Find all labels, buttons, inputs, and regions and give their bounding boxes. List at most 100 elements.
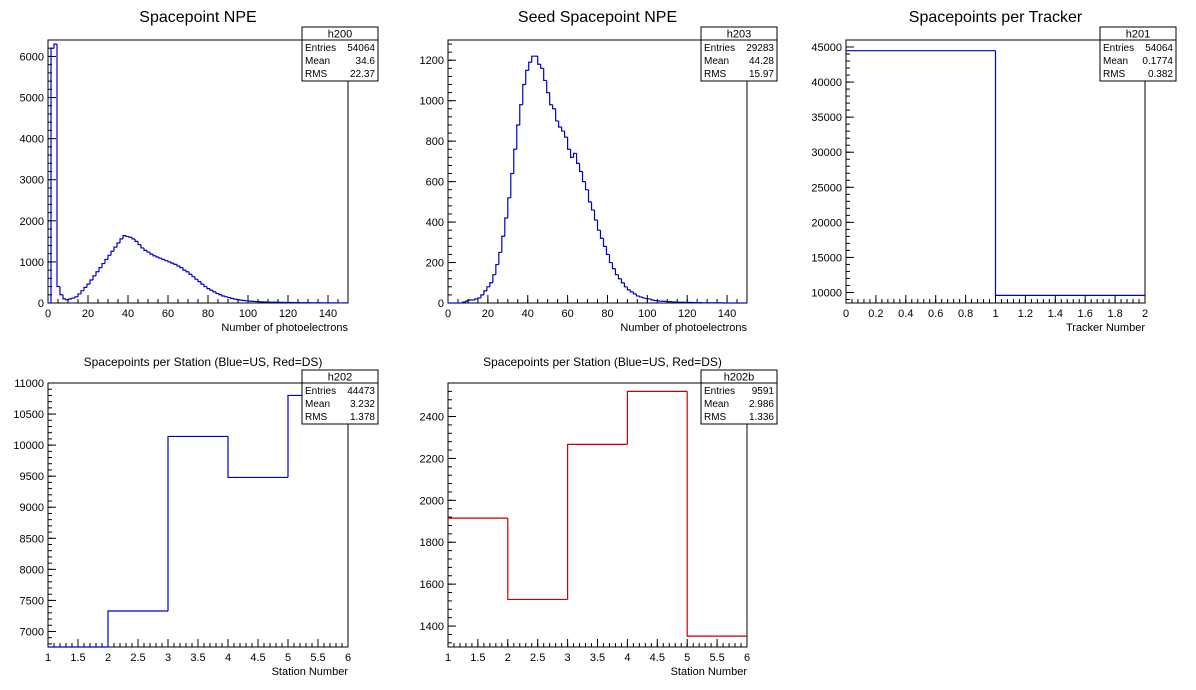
x-tick-label: 80 <box>202 308 214 320</box>
histogram-bin <box>74 296 78 299</box>
histogram-bin <box>131 237 135 240</box>
histogram-bin <box>552 104 556 110</box>
y-tick-label: 200 <box>426 258 444 270</box>
x-tick-label: 5.5 <box>310 652 325 664</box>
histogram-bin <box>128 236 132 238</box>
histogram-bin <box>632 291 637 295</box>
x-tick-label: 4 <box>624 652 630 664</box>
histogram-bin <box>56 44 60 288</box>
histogram-bin <box>152 254 156 257</box>
histogram-bin <box>197 279 201 283</box>
histogram-bin <box>543 68 547 82</box>
histogram-h202b: Spacepoints per Station (Blue=US, Red=DS… <box>420 355 778 678</box>
histogram-bin <box>227 296 231 299</box>
histogram-bin <box>483 290 487 295</box>
histogram-bin <box>686 391 747 637</box>
histogram-bin <box>104 258 108 264</box>
histogram-bin <box>68 298 72 300</box>
stats-value: 29283 <box>746 43 774 54</box>
histogram-bin <box>233 298 237 300</box>
histogram-bin <box>194 276 198 280</box>
y-tick-label: 25000 <box>811 182 842 194</box>
histogram-bin <box>590 201 595 211</box>
histogram-bin <box>146 250 150 253</box>
x-tick-label: 4.5 <box>250 652 265 664</box>
histogram-bin <box>113 246 117 252</box>
x-tick-label: 1.2 <box>1018 308 1033 320</box>
stats-value: 0.382 <box>1148 69 1173 80</box>
stats-key: Entries <box>704 386 735 397</box>
stats-value: 3.232 <box>350 399 375 410</box>
stats-value: 0.1774 <box>1142 56 1173 67</box>
histogram-bin <box>605 246 610 256</box>
histogram-bin <box>86 283 90 288</box>
histogram-bin <box>537 56 541 65</box>
histogram-bin <box>593 209 598 221</box>
histogram-bin <box>626 286 631 291</box>
histogram-bin <box>575 153 580 165</box>
y-tick-label: 0 <box>438 298 444 310</box>
histogram-bin <box>638 295 643 298</box>
y-tick-label: 15000 <box>811 252 842 264</box>
y-tick-label: 5000 <box>20 93 44 105</box>
histogram-bin <box>480 294 484 298</box>
x-axis-label: Number of photoelectrons <box>620 322 747 334</box>
stats-box: h202b Entries 9591 Mean 2.986 RMS 1.336 <box>700 369 778 425</box>
x-tick-label: 0.4 <box>898 308 913 320</box>
y-tick-label: 0 <box>38 298 44 310</box>
y-tick-label: 10000 <box>811 287 842 299</box>
histogram-bin <box>161 258 165 261</box>
histogram-bin <box>80 290 84 294</box>
stats-box: h200 Entries 54064 Mean 34.6 RMS 22.37 <box>301 26 379 82</box>
histogram-bin <box>572 152 577 158</box>
histogram-h203: Seed Spacepoint NPE020040060080010001200… <box>420 9 778 334</box>
y-tick-label: 2200 <box>420 453 444 465</box>
histogram-bin <box>513 148 517 174</box>
x-tick-label: 1.5 <box>70 652 85 664</box>
stats-title: h202 <box>328 372 352 384</box>
stats-value: 1.336 <box>749 412 774 423</box>
x-tick-label: 1.4 <box>1048 308 1063 320</box>
y-tick-label: 6000 <box>20 51 44 63</box>
y-tick-label: 10500 <box>13 409 44 421</box>
histogram-bin <box>561 126 565 132</box>
histogram-bin <box>489 282 493 287</box>
stats-key: RMS <box>305 412 328 423</box>
stats-key: Mean <box>305 56 330 67</box>
histogram-bin <box>540 64 544 69</box>
x-tick-label: 0.2 <box>868 308 883 320</box>
histogram-bin <box>167 435 228 611</box>
x-tick-label: 40 <box>122 308 134 320</box>
stats-key: Entries <box>305 43 336 54</box>
histogram-bin <box>528 61 532 71</box>
histogram-bin <box>95 271 99 276</box>
stats-value: 9591 <box>752 386 775 397</box>
stats-value: 15.97 <box>749 69 774 80</box>
stats-box: h202 Entries 44473 Mean 3.232 RMS 1.378 <box>301 369 379 425</box>
histogram-bin <box>182 267 186 271</box>
histogram-bin <box>110 250 114 256</box>
x-tick-label: 1.6 <box>1078 308 1093 320</box>
histogram-bin <box>581 171 586 183</box>
stats-title: h202b <box>724 372 755 384</box>
histogram-bin <box>611 262 616 270</box>
stats-key: Mean <box>1103 56 1128 67</box>
y-tick-label: 2000 <box>420 495 444 507</box>
y-tick-label: 4000 <box>20 134 44 146</box>
x-tick-label: 120 <box>678 308 696 320</box>
stats-key: Entries <box>305 386 336 397</box>
histogram-bin <box>230 297 234 300</box>
histogram-bin <box>567 443 628 600</box>
histogram-bin <box>77 293 81 297</box>
y-tick-label: 600 <box>426 177 444 189</box>
x-tick-label: 0.6 <box>928 308 943 320</box>
histogram-bin <box>596 220 601 231</box>
histogram-bin <box>525 69 529 85</box>
histogram-bin <box>65 298 69 301</box>
histogram-bin <box>218 293 222 296</box>
y-tick-label: 2000 <box>20 216 44 228</box>
histogram-bin <box>170 261 174 264</box>
y-tick-label: 7000 <box>20 626 44 638</box>
y-tick-label: 1000 <box>420 96 444 108</box>
